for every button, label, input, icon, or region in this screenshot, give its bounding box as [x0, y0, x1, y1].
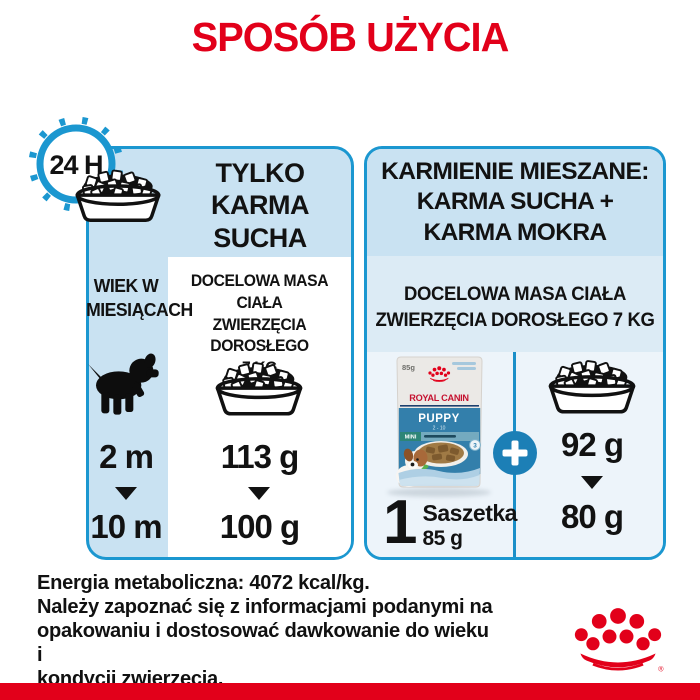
age-start-value: 2 m: [99, 438, 154, 475]
pouch-age-range: 2 - 10: [433, 426, 446, 432]
age-end-value: 10 m: [90, 508, 162, 545]
mixed-dry-start-value: 92 g: [560, 426, 624, 463]
sachet-unit-label: Saszetka: [422, 500, 517, 526]
clock-label: 24 H: [49, 150, 102, 180]
kibble-bowl-icon: [548, 359, 636, 414]
mixed-feeding-heading: KARMIENIE MIESZANE: KARMA SUCHA + KARMA …: [367, 149, 663, 256]
arrow-down-icon: [581, 476, 603, 489]
kibble-bowl-icon: [75, 168, 161, 222]
clock-24h-icon: 24 H: [28, 116, 124, 212]
target-weight-label-left: DOCELOWA MASA CIAŁA ZWIERZĘCIA DOROSŁEGO…: [190, 272, 329, 377]
mixed-feeding-dose-section: 85g ROYAL CANIN PUPPY 2 - 10 MINI: [367, 352, 663, 557]
pouch-size: MINI: [405, 435, 417, 441]
arrow-down-icon: [248, 487, 270, 500]
sachet-count-number: 1: [383, 488, 418, 557]
sachet-weight: 85 g: [422, 527, 463, 551]
age-column-label: WIEK W MIESIĄCACH: [86, 275, 193, 321]
pouch-range: PUPPY: [418, 413, 460, 425]
dry-only-heading: TYLKO KARMA SUCHA: [211, 158, 310, 253]
arrow-down-icon: [115, 487, 137, 500]
dry-start-value: 113 g: [220, 438, 300, 475]
page-title: SPOSÓB UŻYCIA: [191, 14, 510, 60]
mixed-dry-end-value: 80 g: [560, 498, 624, 535]
dry-end-value: 100 g: [219, 508, 300, 545]
mixed-feeding-panel: KARMIENIE MIESZANE: KARMA SUCHA + KARMA …: [364, 146, 666, 560]
svg-text:®: ®: [658, 665, 664, 673]
bottom-red-bar: [0, 683, 700, 700]
pouch-shadow: [387, 488, 491, 497]
footer-note: Energia metaboliczna: 4072 kcal/kg. Nale…: [37, 571, 493, 690]
wet-food-pouch: 85g ROYAL CANIN PUPPY 2 - 10 MINI: [396, 356, 483, 488]
kibble-bowl-icon: [215, 361, 303, 416]
pouch-badge: 3: [473, 443, 477, 450]
pouch-weight-label: 85g: [402, 363, 415, 372]
royal-canin-crown-logo: ®: [573, 607, 664, 673]
pouch-brand: ROYAL CANIN: [409, 393, 469, 403]
puppy-silhouette-icon: [88, 353, 159, 415]
plus-icon: [493, 431, 537, 475]
target-weight-label-right: DOCELOWA MASA CIAŁA ZWIERZĘCIA DOROSŁEGO…: [374, 256, 656, 352]
sachet-count: 1 Saszetka 85 g: [383, 488, 517, 557]
